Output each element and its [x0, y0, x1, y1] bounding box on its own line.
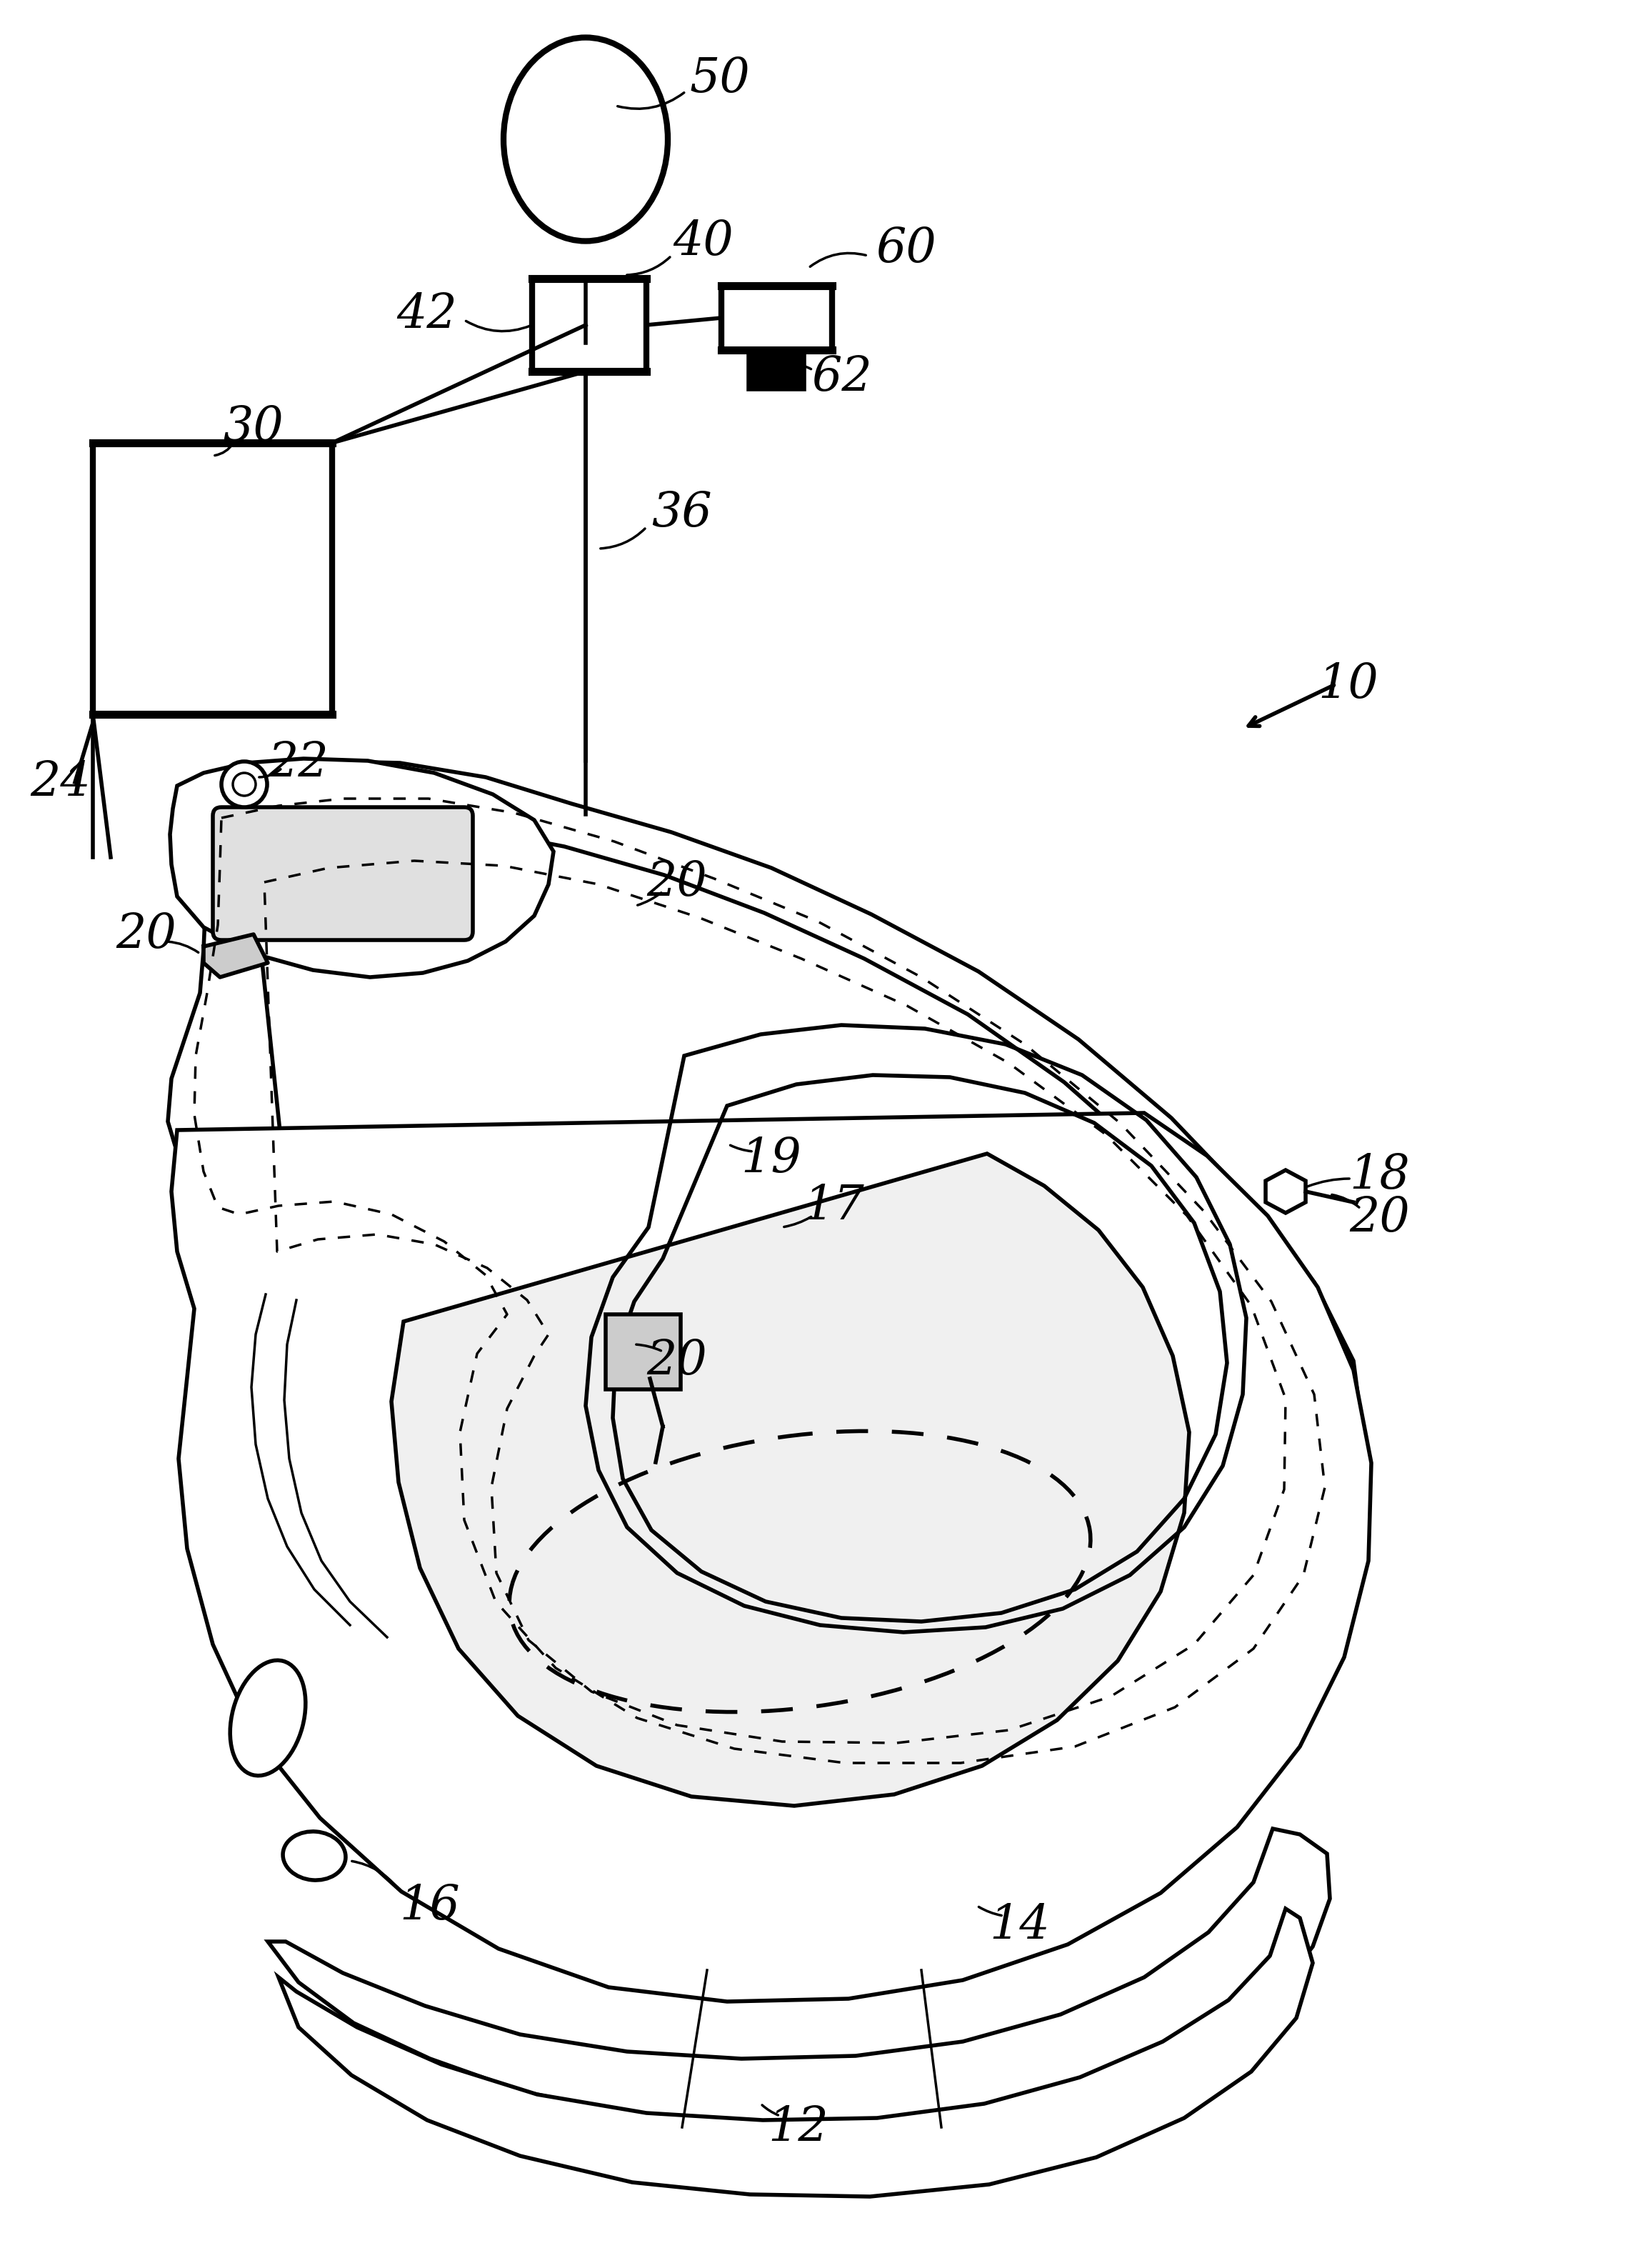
Ellipse shape [282, 1832, 345, 1881]
Text: 14: 14 [990, 1902, 1051, 1949]
Polygon shape [1265, 1169, 1305, 1212]
FancyBboxPatch shape [213, 807, 472, 940]
Text: 10: 10 [1318, 660, 1379, 707]
Bar [616, 1325, 671, 1379]
Polygon shape [392, 1154, 1189, 1807]
Text: 20: 20 [648, 858, 707, 906]
Circle shape [221, 762, 268, 807]
Polygon shape [279, 1908, 1313, 2197]
Text: 20: 20 [116, 910, 177, 958]
Text: 19: 19 [742, 1136, 801, 1183]
Text: 60: 60 [876, 225, 937, 273]
Text: 40: 40 [674, 219, 733, 266]
Text: 16: 16 [400, 1884, 461, 1929]
Polygon shape [203, 935, 268, 978]
Bar [722, 286, 833, 349]
Text: 12: 12 [768, 2104, 829, 2152]
Text: 24: 24 [30, 759, 91, 807]
Text: 22: 22 [268, 739, 329, 786]
Text: 18: 18 [1350, 1151, 1411, 1199]
Polygon shape [268, 1829, 1330, 2127]
Bar [748, 349, 805, 390]
Text: 30: 30 [223, 403, 284, 451]
Ellipse shape [230, 1660, 306, 1775]
Polygon shape [249, 825, 1318, 1773]
Polygon shape [170, 759, 553, 978]
Text: 20: 20 [1350, 1194, 1411, 1241]
Text: 62: 62 [811, 354, 872, 401]
Text: 17: 17 [805, 1183, 864, 1230]
Bar [93, 444, 332, 714]
Text: 50: 50 [689, 56, 750, 101]
Text: 36: 36 [653, 489, 712, 536]
Text: 20: 20 [648, 1338, 707, 1383]
Polygon shape [169, 762, 1365, 1814]
Bar [606, 1313, 681, 1390]
Polygon shape [172, 1113, 1371, 2001]
Text: 42: 42 [396, 291, 458, 338]
Bar [532, 279, 646, 372]
